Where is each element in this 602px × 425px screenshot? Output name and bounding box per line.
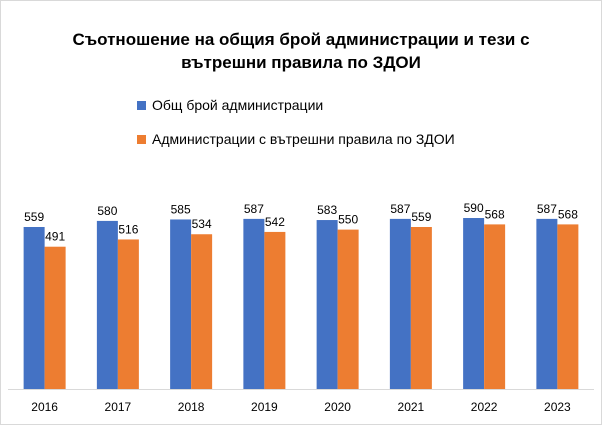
- bar-with-rules-2017: [117, 239, 139, 389]
- bar-with-rules-2016: [44, 246, 66, 389]
- bar-total-2023: [536, 218, 558, 389]
- data-label-with-rules-2021: 559: [411, 210, 431, 224]
- data-label-total-2022: 590: [464, 201, 484, 215]
- x-tick-label-2018: 2018: [178, 400, 205, 414]
- bar-with-rules-2018: [191, 234, 213, 389]
- legend-label-total: Общ брой администрации: [152, 97, 324, 113]
- x-tick-label-2021: 2021: [398, 400, 425, 414]
- chart-title-line-2: вътрешни правила по ЗДОИ: [181, 53, 421, 72]
- data-label-with-rules-2018: 534: [192, 217, 212, 231]
- data-label-with-rules-2019: 542: [265, 215, 285, 229]
- data-label-with-rules-2016: 491: [45, 230, 65, 244]
- bar-total-2017: [96, 220, 118, 389]
- bar-total-2022: [463, 218, 485, 389]
- bar-total-2018: [170, 219, 192, 389]
- chart-title: Съотношение на общия брой администрации …: [0, 28, 602, 74]
- bar-total-2016: [23, 227, 45, 389]
- data-label-total-2016: 559: [24, 210, 44, 224]
- data-label-total-2021: 587: [390, 202, 410, 216]
- data-label-with-rules-2022: 568: [485, 207, 505, 221]
- bar-with-rules-2019: [264, 231, 286, 389]
- data-label-with-rules-2017: 516: [118, 222, 138, 236]
- legend-item-with-rules: Администрации с вътрешни правила по ЗДОИ: [137, 129, 455, 149]
- data-label-total-2019: 587: [244, 202, 264, 216]
- x-tick-label-2023: 2023: [544, 400, 571, 414]
- bar-total-2019: [243, 218, 265, 389]
- bar-total-2021: [389, 218, 411, 389]
- bar-with-rules-2022: [484, 224, 506, 389]
- x-tick-label-2020: 2020: [324, 400, 351, 414]
- bar-with-rules-2023: [557, 224, 579, 389]
- x-tick-label-2017: 2017: [105, 400, 132, 414]
- chart-title-line-1: Съотношение на общия брой администрации …: [72, 30, 530, 49]
- bar-with-rules-2021: [410, 227, 432, 389]
- legend-swatch-with-rules: [137, 134, 146, 144]
- data-label-with-rules-2023: 568: [558, 207, 578, 221]
- data-label-total-2017: 580: [97, 204, 117, 218]
- data-label-with-rules-2020: 550: [338, 213, 358, 227]
- x-tick-label-2022: 2022: [471, 400, 498, 414]
- legend-item-total: Общ брой администрации: [137, 95, 323, 115]
- data-label-total-2018: 585: [171, 202, 191, 216]
- x-tick-label-2016: 2016: [31, 400, 58, 414]
- data-label-total-2020: 583: [317, 203, 337, 217]
- legend-label-with-rules: Администрации с вътрешни правила по ЗДОИ: [152, 131, 455, 147]
- data-label-total-2023: 587: [537, 202, 557, 216]
- bar-total-2020: [316, 220, 338, 389]
- legend-swatch-total: [137, 100, 146, 110]
- bar-with-rules-2020: [337, 229, 359, 389]
- x-tick-label-2019: 2019: [251, 400, 278, 414]
